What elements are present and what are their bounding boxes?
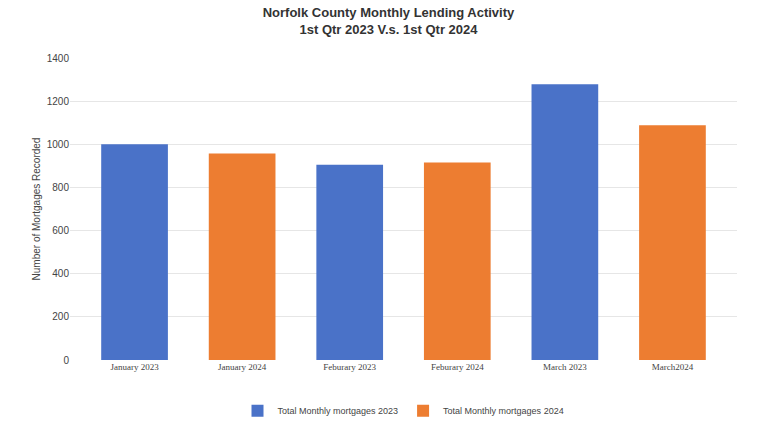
svg-text:Total Monthly mortgages 2023: Total Monthly mortgages 2023 bbox=[278, 406, 399, 416]
svg-text:January 2023: January 2023 bbox=[110, 362, 159, 372]
svg-text:March 2023: March 2023 bbox=[543, 362, 587, 372]
svg-text:Feburary 2024: Feburary 2024 bbox=[431, 362, 484, 372]
svg-text:400: 400 bbox=[52, 268, 69, 279]
svg-text:0: 0 bbox=[63, 355, 69, 366]
svg-text:Total Monthly mortgages 2024: Total Monthly mortgages 2024 bbox=[443, 406, 564, 416]
svg-text:Norfolk County Monthly Lending: Norfolk County Monthly Lending Activity1… bbox=[263, 5, 515, 37]
svg-text:Number of Mortgages Recorded: Number of Mortgages Recorded bbox=[31, 138, 42, 281]
svg-text:200: 200 bbox=[52, 311, 69, 322]
svg-text:800: 800 bbox=[52, 182, 69, 193]
svg-text:March2024: March2024 bbox=[652, 362, 694, 372]
svg-text:1200: 1200 bbox=[47, 96, 70, 107]
svg-text:1000: 1000 bbox=[47, 139, 70, 150]
svg-text:January 2024: January 2024 bbox=[218, 362, 267, 372]
svg-text:Feburary 2023: Feburary 2023 bbox=[323, 362, 376, 372]
svg-text:600: 600 bbox=[52, 225, 69, 236]
svg-text:1400: 1400 bbox=[47, 53, 70, 64]
